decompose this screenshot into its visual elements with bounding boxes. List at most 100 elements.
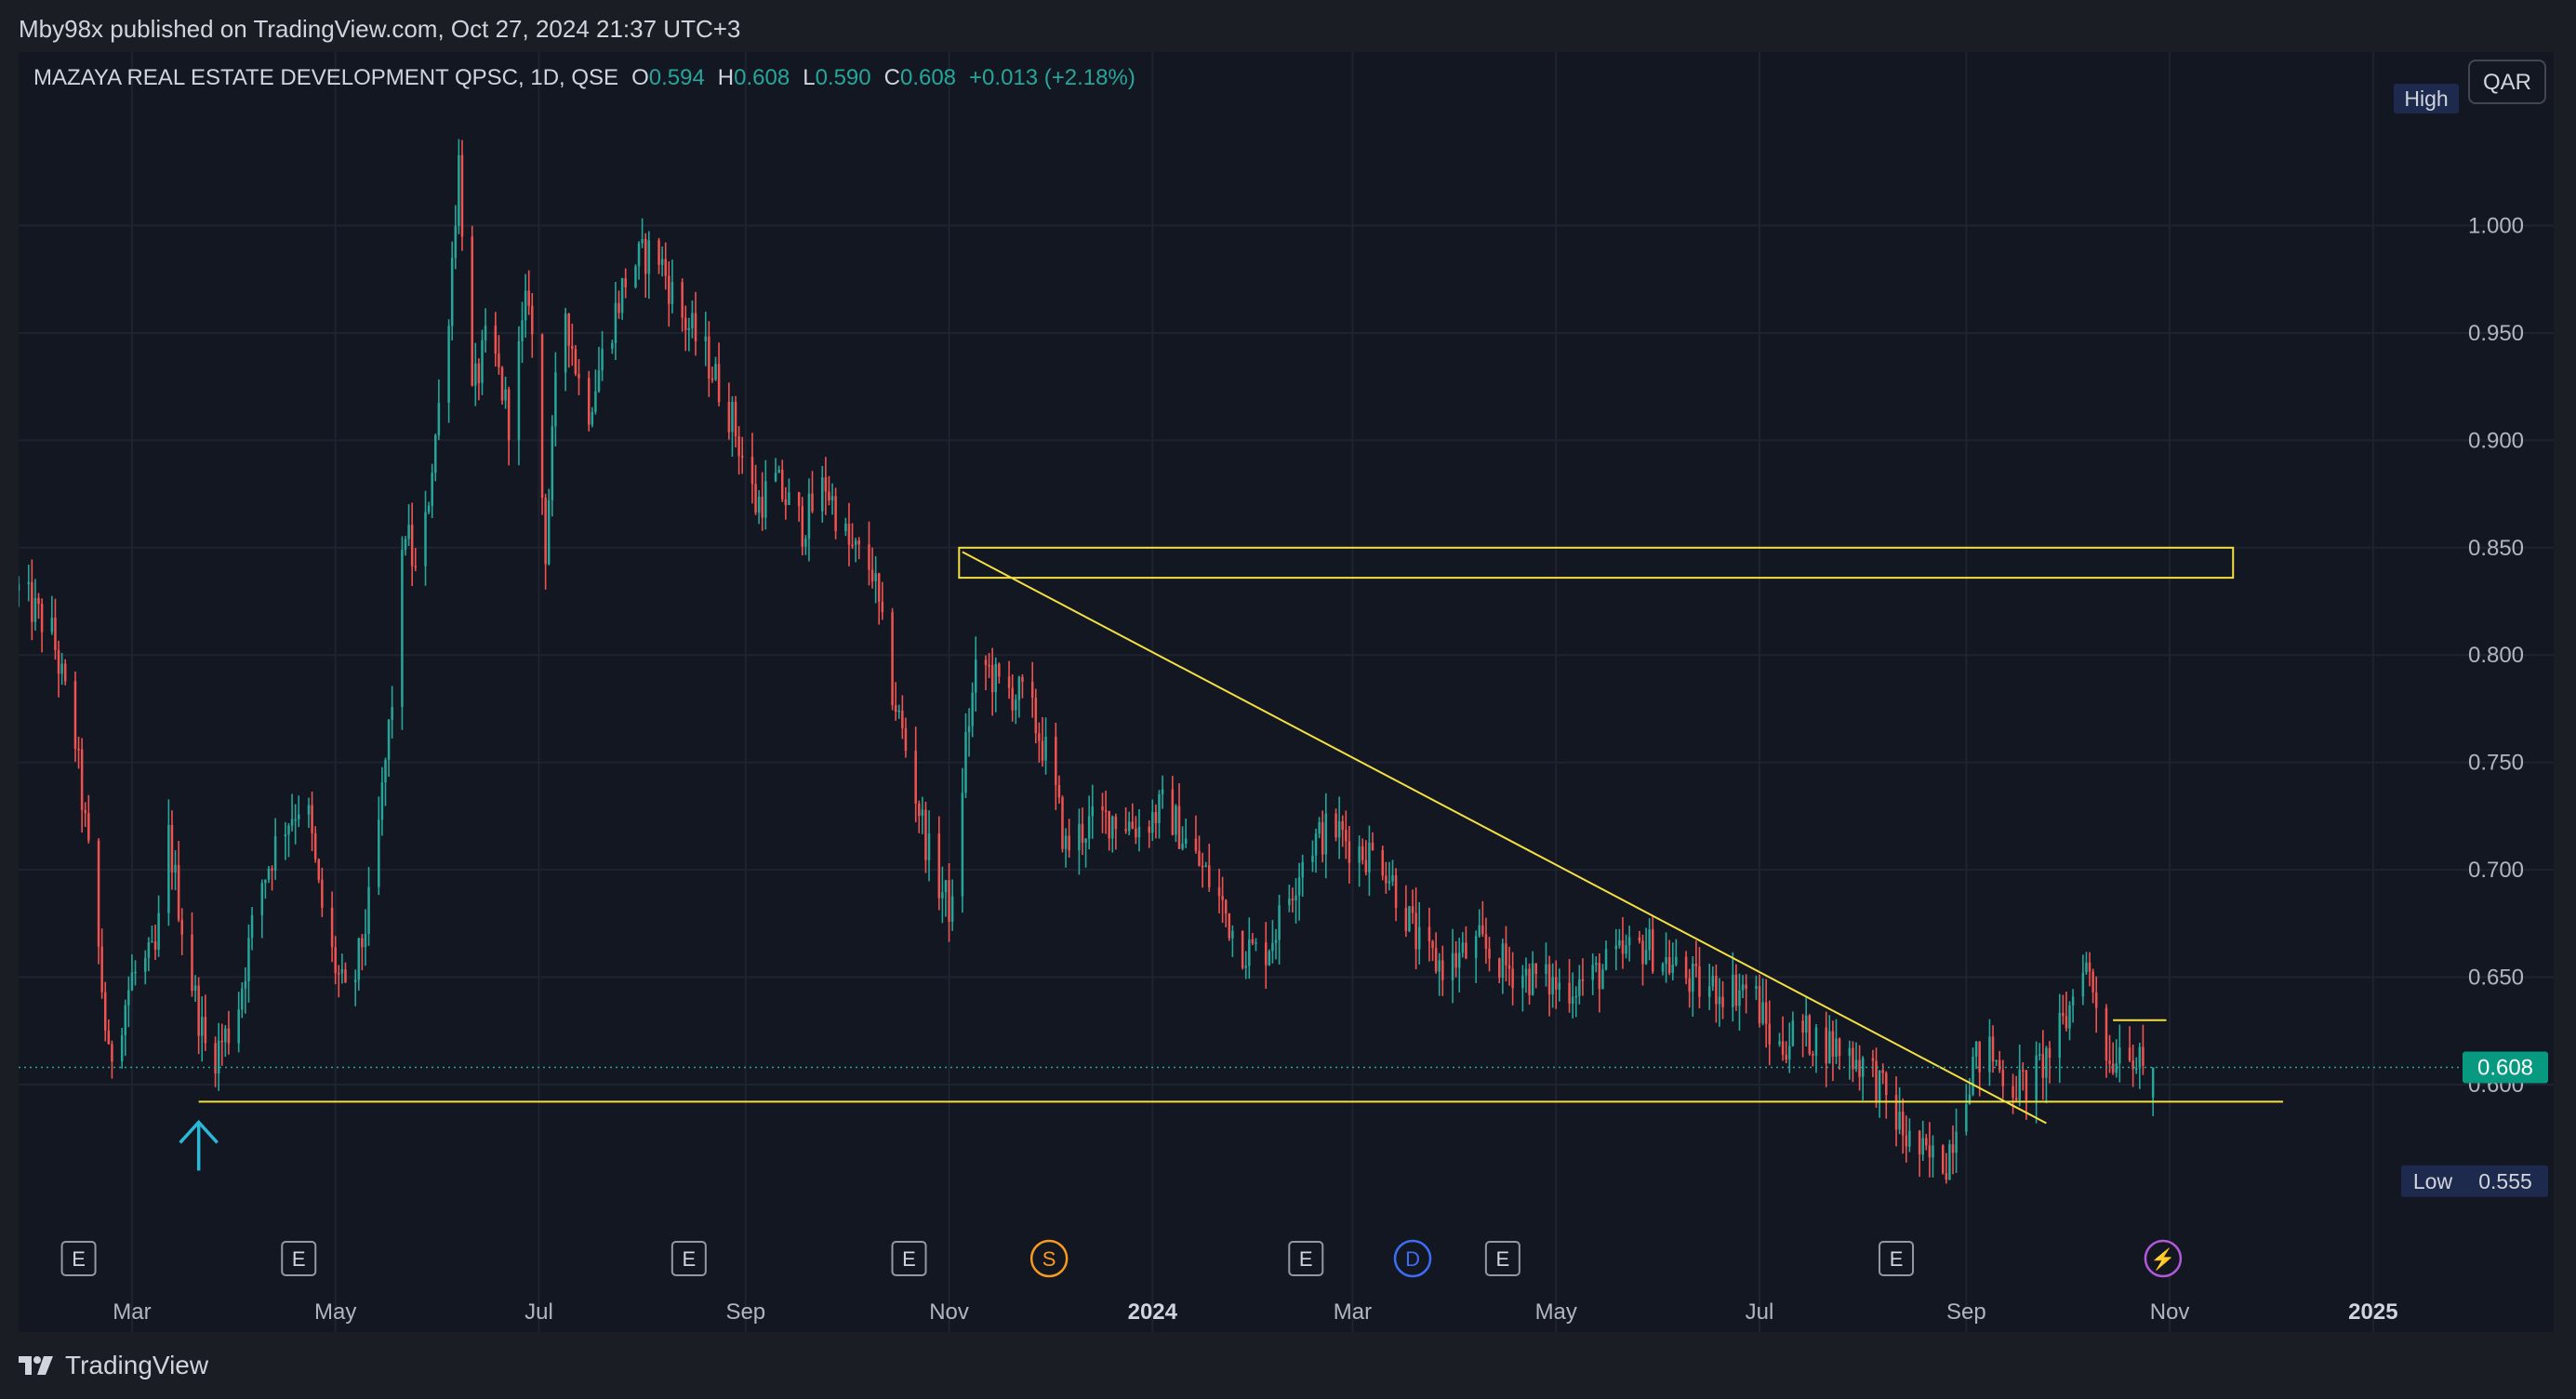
split-letter: S [1042,1247,1056,1271]
candle [517,326,521,466]
candle [990,647,994,716]
split-badge[interactable] [1029,1239,1069,1278]
candle-body [57,650,60,674]
candle-body [177,864,180,920]
candle-body [447,326,450,403]
event-earnings-icon[interactable]: E [60,1241,97,1276]
candle [948,862,950,942]
candle [227,1010,231,1055]
event-earnings-icon[interactable]: E [1288,1241,1324,1276]
event-dividend-icon[interactable]: D [1393,1239,1432,1278]
candle-body [1255,942,1257,944]
candle [1828,1015,1831,1064]
candle [454,205,458,270]
candle [1127,811,1131,836]
dividend-badge[interactable] [1393,1239,1432,1278]
candle [180,908,183,955]
candle [714,356,717,381]
candle-body [591,411,594,425]
candle-body [147,942,151,958]
earnings-badge[interactable] [1484,1241,1520,1276]
candle-body [1638,937,1641,941]
chart-pane[interactable]: 0.600 0.650 0.700 0.750 0.800 0.850 0.900 0.950… [19,52,2554,1332]
candle [1411,889,1414,925]
candle [757,489,761,525]
earnings-badge[interactable] [1288,1241,1324,1276]
event-earnings-icon[interactable]: E [1879,1241,1915,1276]
candle-body [1854,1059,1858,1070]
candle-body [881,601,884,613]
candle-body [1778,1041,1781,1045]
candle-body [2035,1055,2038,1100]
candle [1438,953,1441,996]
candle-body [1921,1138,1924,1155]
candle-body [1324,813,1328,855]
candle-body [1507,965,1511,969]
candle-body [1017,676,1021,700]
price-axis[interactable]: 0.6000.6500.7000.7500.8000.8500.9000.950… [2394,84,2548,1197]
price-chart[interactable]: 0.6000.6500.7000.7500.8000.8500.9000.950… [19,52,2554,1332]
candle-body [2134,1068,2138,1071]
earnings-badge[interactable] [281,1241,317,1276]
candle [620,277,624,320]
candle [998,662,1001,684]
candle [27,565,31,602]
candle-body [1427,926,1431,941]
candle-body [998,663,1001,677]
candle [124,999,127,1057]
tradingview-logo[interactable]: TradingView [19,1351,208,1380]
drawings[interactable] [198,546,2284,1125]
candle [1064,828,1068,868]
candle-body [780,469,784,500]
candle-body [1928,1145,1932,1158]
candle-body [1148,826,1150,833]
event-earnings-icon[interactable]: E [671,1241,707,1276]
candle [1204,861,1207,868]
candle-body [1461,942,1465,953]
earnings-badge[interactable] [891,1241,927,1276]
candle-body [2014,1098,2018,1100]
news-badge[interactable] [2144,1239,2183,1278]
candle [1991,1025,1995,1073]
candle-body [2038,1054,2041,1056]
candle-body [1108,810,1110,839]
candle [1454,940,1457,978]
tradingview-logo-icon [19,1356,53,1375]
event-earnings-icon[interactable]: E [281,1241,317,1276]
candle [127,976,130,1028]
candle [2118,1024,2121,1083]
candle-body [84,809,86,814]
earnings-badge[interactable] [671,1241,707,1276]
event-earnings-icon[interactable]: E [891,1241,927,1276]
trend-line[interactable] [962,551,2047,1125]
earnings-badge[interactable] [60,1241,97,1276]
candle-body [1030,681,1034,699]
candle-body [601,348,604,371]
candle-body [1995,1059,1998,1062]
news-icon[interactable]: ⚡ [2144,1239,2183,1278]
earnings-badge[interactable] [1879,1241,1915,1276]
candle [847,502,851,566]
candle [971,682,974,738]
candle-body [2105,1007,2108,1061]
currency-button[interactable]: QAR [2468,60,2546,104]
resistance-rectangle[interactable] [958,546,2235,580]
candle-body [1598,963,1601,990]
event-badges[interactable]: E E E E S E D E E ⚡ [60,1239,2183,1278]
event-split-icon[interactable]: S [1029,1239,1069,1278]
candle [2035,1041,2038,1124]
candle [264,879,267,899]
candle-body [1175,806,1177,835]
candle [1161,775,1164,809]
candle-body [250,914,254,939]
candle [431,463,433,519]
candle-body [1878,1070,1881,1102]
candle-body [708,336,710,380]
candle-body [1301,861,1304,878]
candle [237,992,240,1053]
candle [554,352,557,446]
time-axis[interactable]: Mar May Jul Sep Nov 2024 Mar May Jul Sep Nov 2025 [113,1299,2397,1325]
candle-body [357,938,361,980]
candle [1021,673,1024,699]
event-earnings-icon[interactable]: E [1484,1241,1520,1276]
